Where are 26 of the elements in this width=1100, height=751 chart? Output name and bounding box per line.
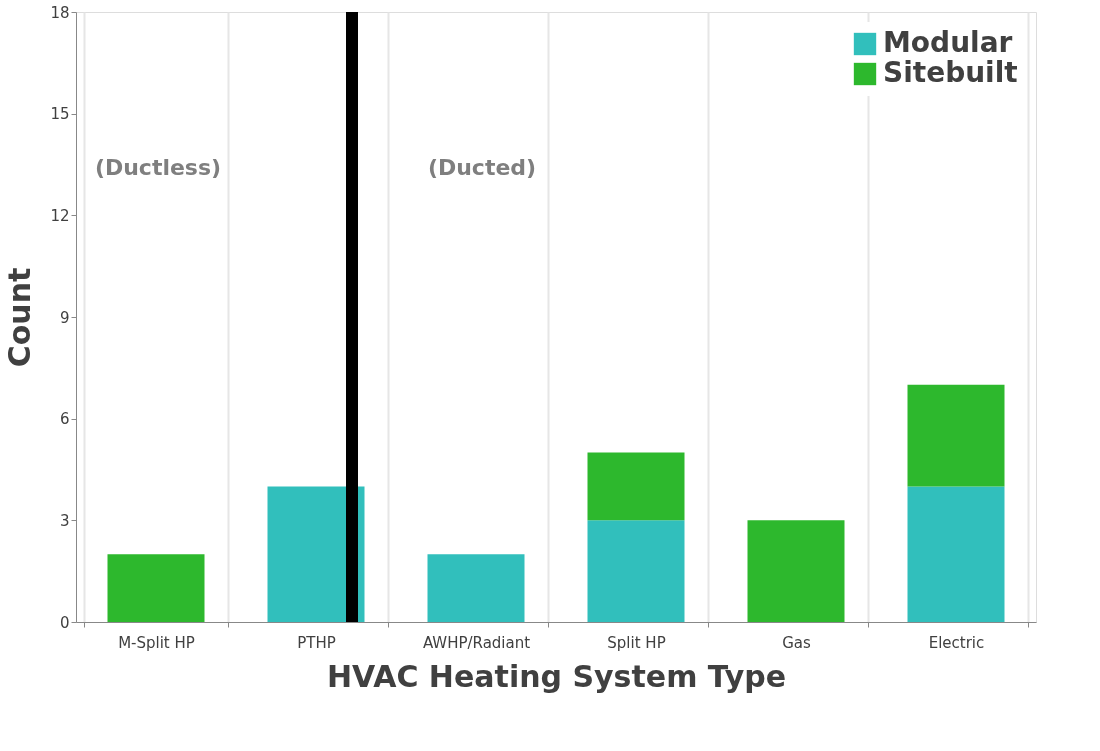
- y-tick-label: 15: [50, 105, 70, 124]
- legend-label: Sitebuilt: [883, 56, 1018, 89]
- x-tick-label: M-Split HP: [118, 633, 195, 652]
- bar: [427, 554, 525, 622]
- bar: [907, 384, 1005, 487]
- x-tick-label: Electric: [928, 633, 985, 652]
- y-tick-label: 9: [59, 308, 70, 327]
- bar: [587, 452, 685, 521]
- y-axis-title: Count: [2, 267, 38, 368]
- annotation: (Ducted): [427, 155, 537, 180]
- bar: [747, 520, 845, 622]
- y-tick-label: 0: [59, 613, 70, 632]
- x-tick-label: Split HP: [607, 633, 666, 652]
- bar: [587, 520, 685, 622]
- x-tick-label: AWHP/Radiant: [422, 633, 531, 652]
- y-tick-label: 12: [50, 206, 70, 225]
- y-tick-label: 3: [59, 511, 70, 530]
- x-tick-label: Gas: [782, 633, 811, 652]
- x-tick-label: PTHP: [297, 633, 336, 652]
- bar: [907, 486, 1005, 622]
- y-tick-label: 18: [50, 3, 70, 22]
- y-tick-label: 6: [59, 410, 70, 429]
- annotation: (Ductless): [94, 155, 222, 180]
- legend-label: Modular: [883, 26, 1013, 59]
- bar: [107, 554, 205, 622]
- x-axis-title: HVAC Heating System Type: [326, 658, 787, 694]
